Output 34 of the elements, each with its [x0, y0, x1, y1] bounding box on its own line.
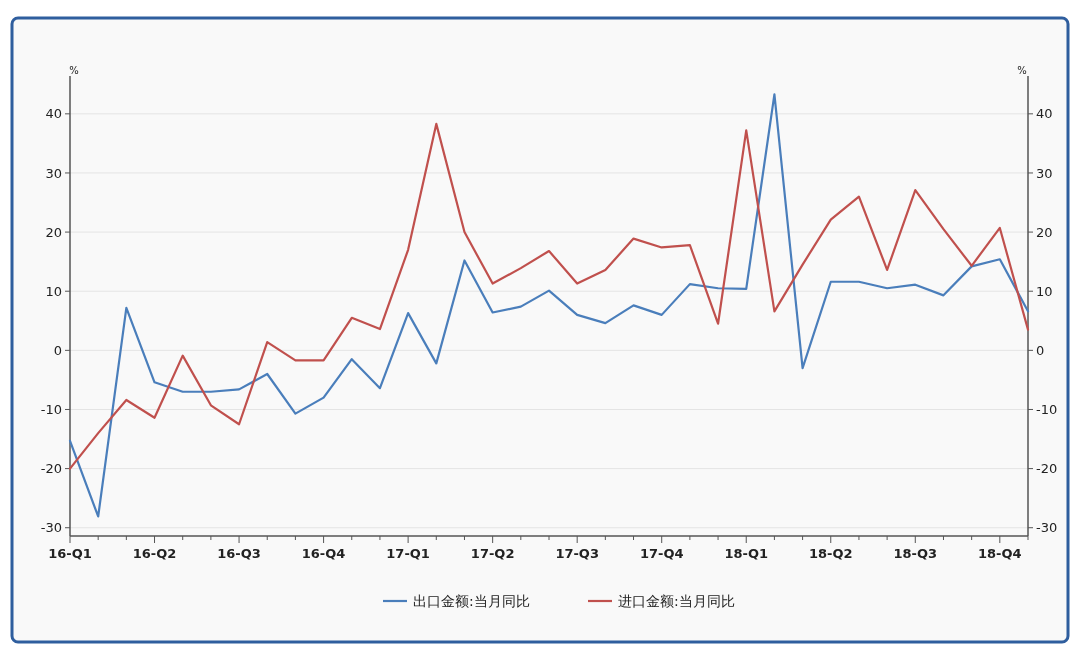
- y-tick-label: -30: [40, 520, 62, 536]
- y-tick-label: -10: [40, 402, 62, 418]
- y2-tick-label: 40: [1036, 106, 1053, 122]
- x-tick-label: 16-Q1: [48, 546, 92, 561]
- x-tick-label: 16-Q2: [132, 546, 177, 561]
- y-tick-label: 30: [45, 165, 62, 181]
- y2-tick-label: -10: [1036, 402, 1058, 418]
- y-tick-label: 0: [53, 342, 62, 358]
- x-tick-label: 18-Q3: [893, 546, 938, 561]
- y2-tick-label: -20: [1036, 461, 1058, 477]
- y-tick-label: 40: [45, 106, 62, 122]
- y-tick-label: -20: [40, 461, 62, 477]
- x-tick-label: 16-Q3: [217, 546, 261, 561]
- legend-label: 进口金额:当月同比: [618, 592, 735, 609]
- y2-tick-label: 20: [1036, 224, 1053, 240]
- x-tick-label: 17-Q4: [639, 546, 684, 561]
- x-tick-label: 17-Q1: [386, 546, 430, 561]
- line-series: [68, 93, 1030, 518]
- y2-tick-label: 0: [1036, 342, 1045, 358]
- x-tick-label: 18-Q1: [724, 546, 769, 561]
- line-series: [68, 122, 1030, 470]
- y2-tick-label: 10: [1036, 283, 1053, 299]
- y2-tick-label: -30: [1036, 520, 1058, 536]
- y2-tick-label: 30: [1036, 165, 1053, 181]
- x-tick-label: 18-Q4: [978, 546, 1022, 561]
- y-tick-label: 10: [45, 283, 62, 299]
- y2-axis-title: %: [1017, 65, 1027, 76]
- x-tick-label: 18-Q2: [808, 546, 853, 561]
- y-axis-title: %: [69, 65, 79, 76]
- legend-label: 出口金额:当月同比: [413, 592, 530, 609]
- x-tick-label: 17-Q3: [555, 546, 599, 561]
- x-tick-label: 17-Q2: [470, 546, 515, 561]
- x-tick-label: 16-Q4: [301, 546, 346, 561]
- y-tick-label: 20: [45, 224, 62, 240]
